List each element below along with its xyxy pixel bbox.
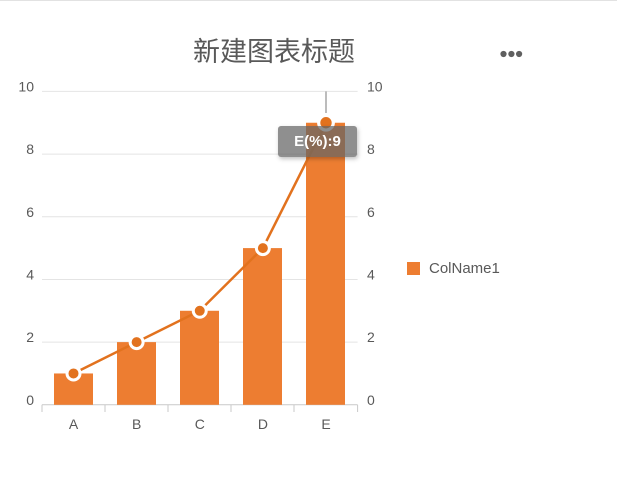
svg-text:A: A [69,416,79,432]
svg-text:10: 10 [18,79,34,95]
svg-text:8: 8 [367,141,375,157]
svg-text:2: 2 [26,329,34,345]
svg-text:6: 6 [26,204,34,220]
svg-text:0: 0 [367,392,375,408]
svg-text:C: C [195,416,205,432]
svg-text:D: D [258,416,268,432]
svg-text:E: E [321,416,330,432]
svg-text:4: 4 [367,267,375,283]
svg-text:10: 10 [367,79,383,95]
svg-text:6: 6 [367,204,375,220]
svg-text:B: B [132,416,141,432]
svg-text:2: 2 [367,329,375,345]
svg-text:4: 4 [26,267,34,283]
svg-text:8: 8 [26,141,34,157]
svg-text:0: 0 [26,392,34,408]
